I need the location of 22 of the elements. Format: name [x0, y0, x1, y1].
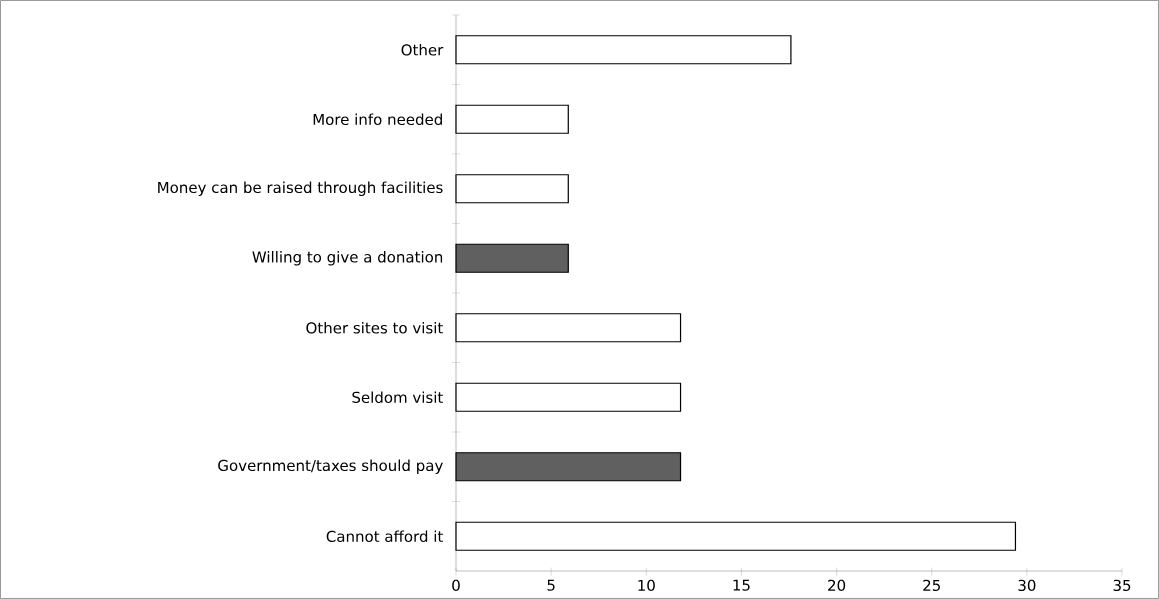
x-tick-label: 30: [1018, 579, 1036, 592]
x-tick-label: 0: [452, 579, 460, 592]
bar: [455, 104, 569, 134]
y-tick-label: Seldom visit: [352, 391, 443, 404]
x-tick-label: 10: [638, 579, 655, 592]
x-tick-label: 15: [733, 579, 750, 591]
bar: [455, 521, 1017, 551]
x-tick-label: 20: [828, 579, 846, 592]
x-tick-label: 25: [923, 579, 940, 592]
bar: [455, 313, 682, 343]
bar: [455, 174, 569, 204]
y-tick-label: Other: [401, 43, 444, 56]
y-tick-label: Other sites to visit: [306, 321, 443, 334]
x-tick-label: 35: [1113, 579, 1131, 592]
y-tick-label: More info needed: [313, 113, 442, 126]
y-tick-label: Government/taxes should pay: [218, 459, 443, 474]
y-tick-label: Cannot afford it: [326, 530, 443, 543]
y-tick-label: Money can be raised through facilities: [158, 181, 443, 197]
y-tick-label: Willing to give a donation: [252, 250, 443, 266]
bar: [455, 35, 792, 65]
bar: [455, 382, 682, 412]
x-tick-label: 5: [547, 579, 555, 591]
